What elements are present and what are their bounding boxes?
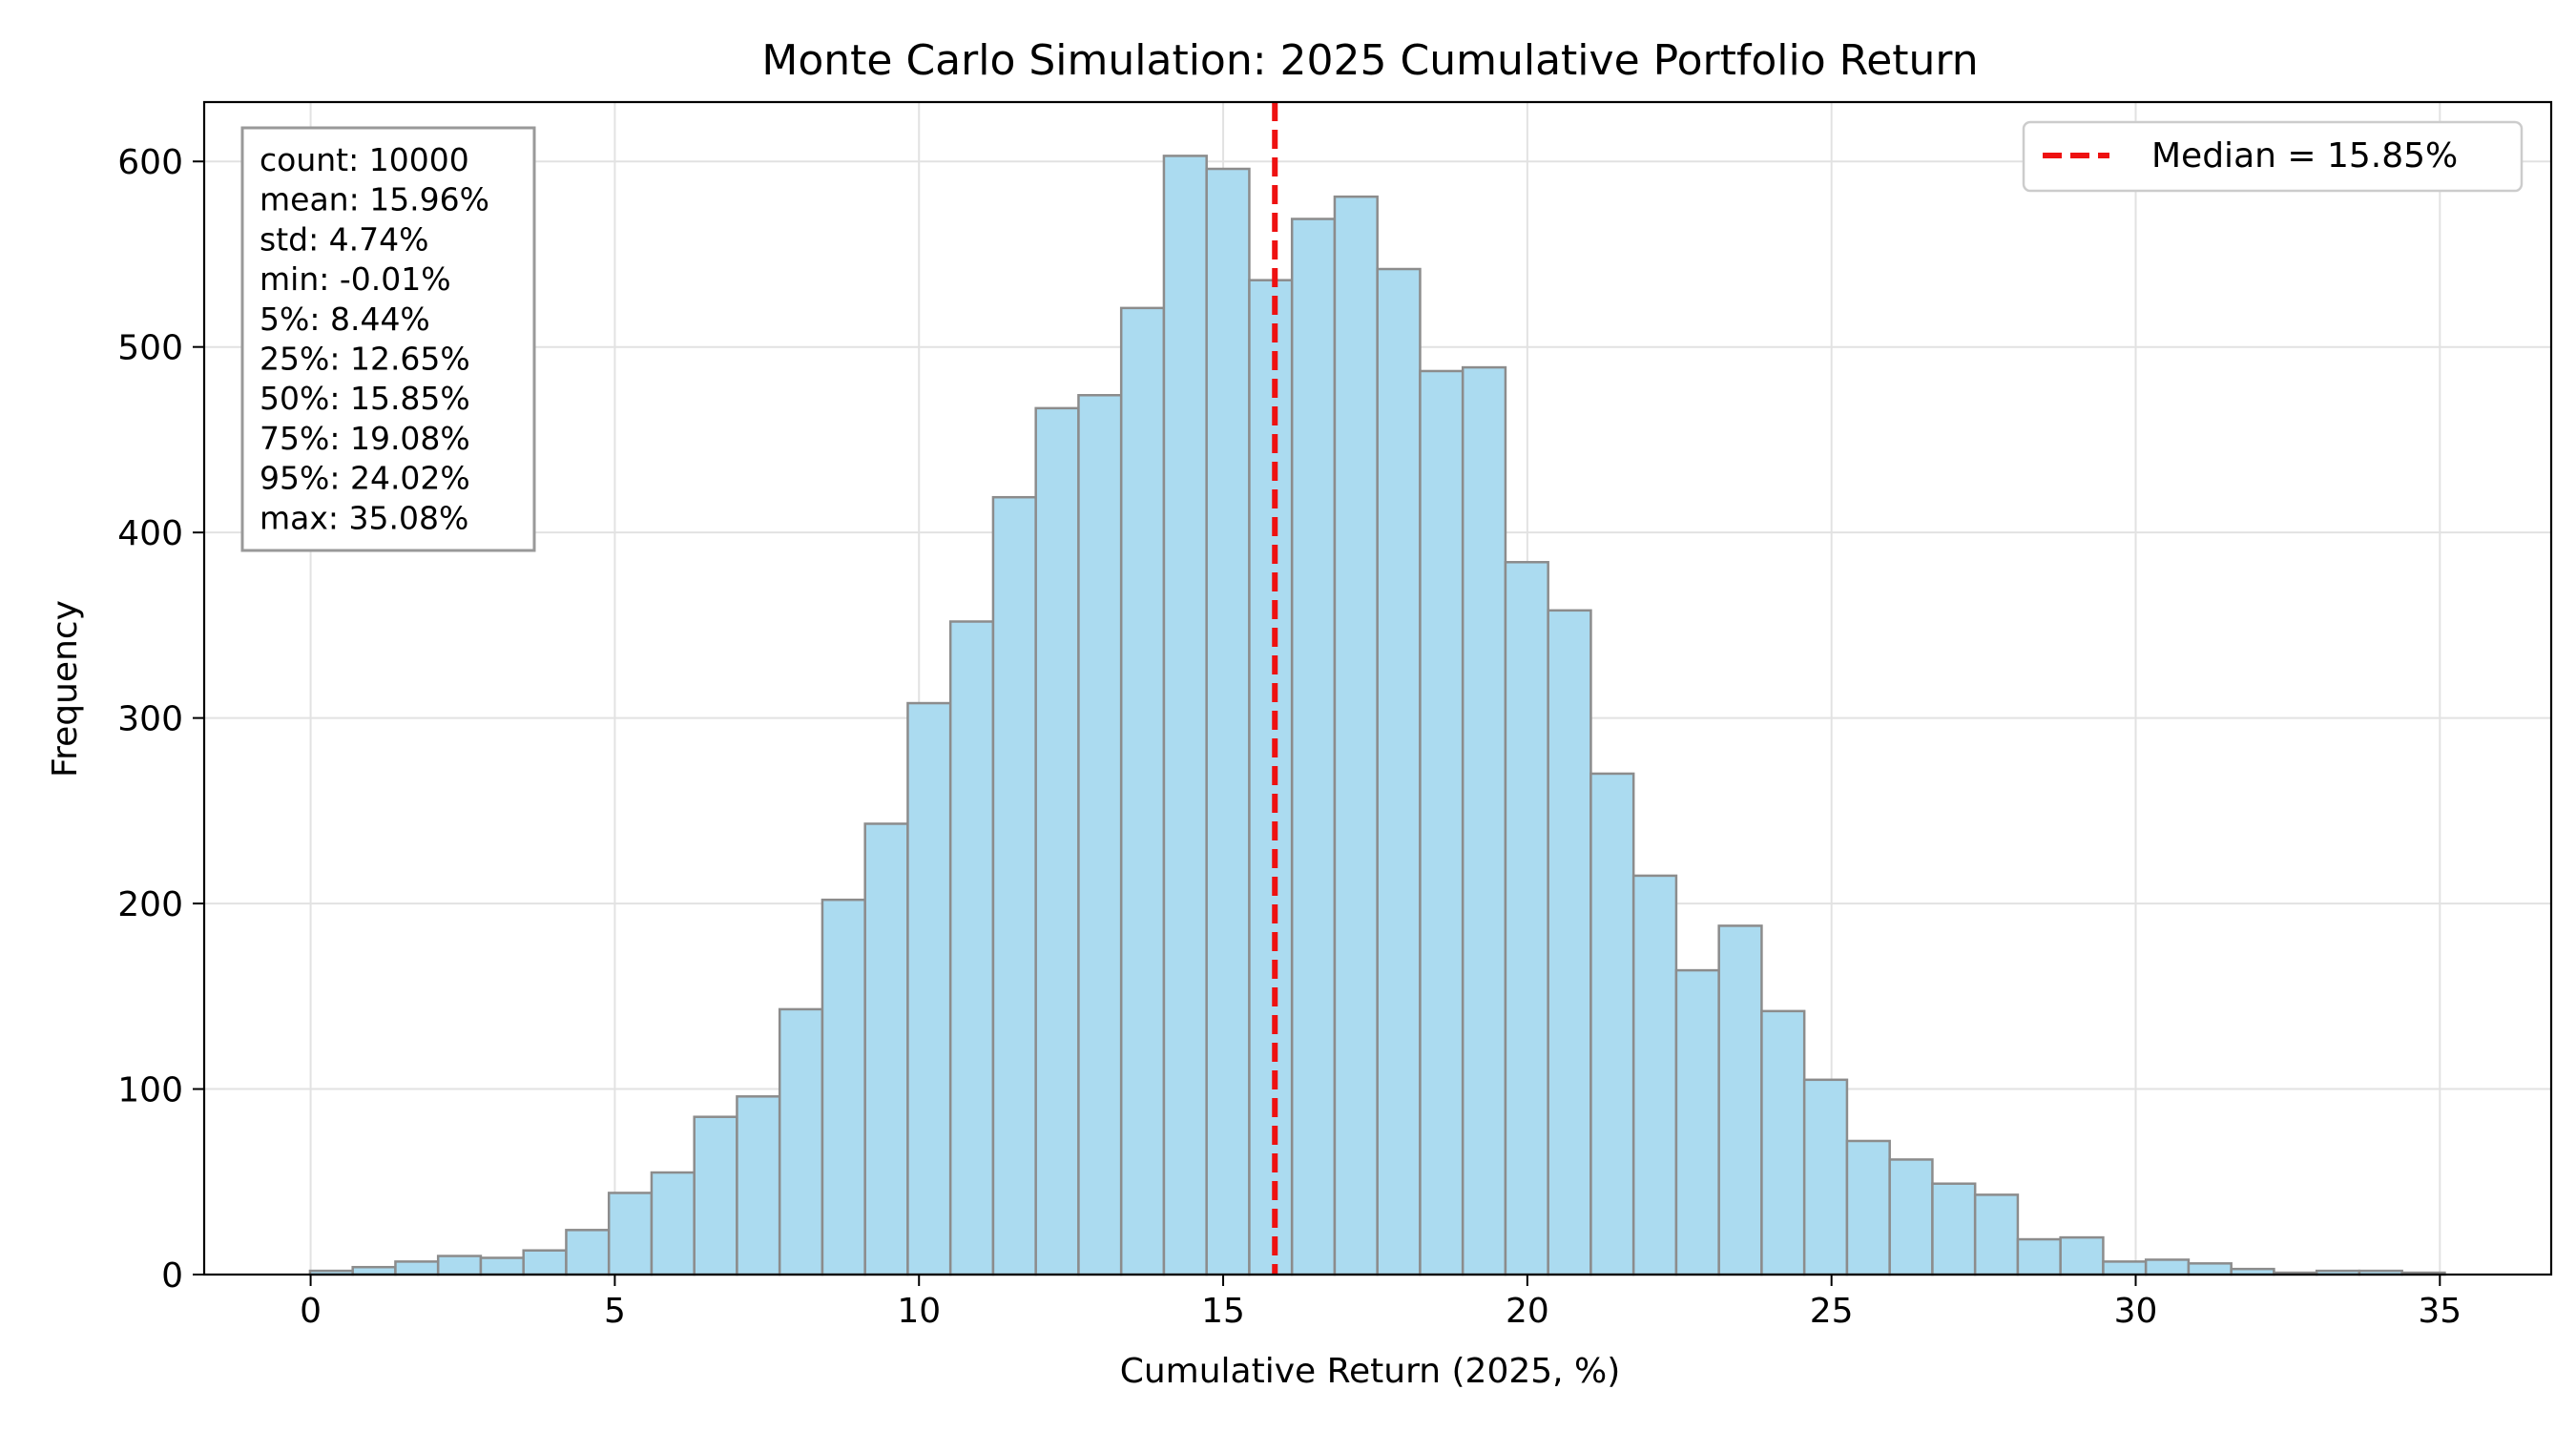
legend: Median = 15.85% — [2022, 120, 2524, 193]
histogram-bar — [1504, 561, 1549, 1276]
histogram-bar — [1248, 279, 1294, 1276]
histogram-bar — [1931, 1182, 1977, 1276]
chart-title: Monte Carlo Simulation: 2025 Cumulative … — [761, 36, 1978, 85]
stats-box-frame — [240, 126, 536, 552]
x-tick-label: 5 — [604, 1292, 626, 1331]
histogram-bar — [1290, 218, 1337, 1276]
y-tick-label: 500 — [117, 329, 183, 368]
histogram-bar — [436, 1255, 483, 1276]
histogram-bar — [821, 898, 866, 1276]
legend-frame — [2022, 120, 2524, 193]
x-tick-label: 10 — [897, 1292, 941, 1331]
x-tick-label: 30 — [2114, 1292, 2158, 1331]
histogram-bar — [1888, 1158, 1934, 1276]
histogram-bar — [2102, 1260, 2148, 1276]
y-tick-label: 400 — [117, 514, 183, 553]
stats-line: count: 10000 — [260, 141, 469, 178]
histogram-bar — [2016, 1237, 2062, 1276]
histogram-bar — [1631, 874, 1678, 1276]
y-tick-label: 0 — [161, 1256, 183, 1296]
histogram-bar — [650, 1171, 696, 1276]
x-tick-label: 15 — [1201, 1292, 1245, 1331]
x-tick-label: 0 — [300, 1292, 322, 1331]
histogram-bar — [948, 620, 995, 1276]
x-tick-label: 35 — [2418, 1292, 2462, 1331]
histogram-bars — [308, 155, 2446, 1276]
histogram-bar — [1077, 394, 1123, 1276]
histogram-bar — [2187, 1262, 2233, 1276]
histogram-bar — [1376, 267, 1422, 1276]
histogram-bar — [1461, 365, 1507, 1276]
histogram-bar — [1845, 1139, 1891, 1276]
y-tick-label: 100 — [117, 1071, 183, 1110]
histogram-bar — [1034, 406, 1080, 1276]
histogram-bar — [1802, 1078, 1849, 1276]
x-axis-label: Cumulative Return (2025, %) — [1120, 1352, 1621, 1391]
stats-line: 75%: 19.08% — [260, 420, 470, 457]
y-axis: 0 100 200 300 400 500 600 — [117, 143, 204, 1296]
y-tick-label: 300 — [117, 700, 183, 739]
stats-line: 50%: 15.85% — [260, 380, 470, 417]
histogram-bar — [736, 1095, 781, 1276]
histogram-bar — [1162, 155, 1208, 1276]
histogram-bar — [607, 1192, 654, 1276]
legend-label: Median = 15.85% — [2151, 136, 2458, 176]
histogram-bar — [1119, 306, 1166, 1276]
histogram-bar — [565, 1229, 611, 1276]
histogram-bar — [693, 1115, 738, 1276]
histogram-bar — [394, 1260, 440, 1276]
histogram-bar — [991, 495, 1037, 1276]
histogram-bar — [522, 1249, 568, 1276]
plot-frame — [202, 100, 2553, 1276]
x-tick-label: 25 — [1810, 1292, 1854, 1331]
stats-line: 5%: 8.44% — [260, 301, 430, 338]
histogram-bar — [2059, 1235, 2105, 1276]
histogram-bar — [2144, 1258, 2191, 1276]
histogram-bar — [863, 822, 909, 1276]
histogram-bar — [1205, 167, 1251, 1276]
histogram-bar — [1717, 924, 1763, 1276]
histogram-bar — [1333, 195, 1379, 1276]
y-axis-label: Frequency — [46, 600, 85, 778]
histogram-bar — [1547, 609, 1592, 1276]
stats-line: 95%: 24.02% — [260, 460, 470, 497]
stats-line: max: 35.08% — [260, 499, 468, 536]
histogram-bar — [1674, 968, 1720, 1276]
y-tick-label: 200 — [117, 885, 183, 924]
histogram-bar — [906, 701, 952, 1276]
stats-line: std: 4.74% — [260, 220, 429, 258]
stats-line: mean: 15.96% — [260, 181, 489, 218]
histogram-bar — [1419, 369, 1465, 1276]
histogram-bar — [1973, 1193, 2020, 1276]
x-axis: 0 5 10 15 20 25 30 35 — [300, 1275, 2462, 1331]
histogram-bar — [351, 1265, 397, 1276]
x-tick-label: 20 — [1506, 1292, 1549, 1331]
stats-line: min: -0.01% — [260, 260, 451, 298]
histogram-bar — [479, 1256, 525, 1276]
histogram-bar — [1589, 772, 1635, 1276]
stats-line: 25%: 12.65% — [260, 341, 470, 378]
histogram-bar — [1760, 1009, 1806, 1276]
histogram-bar — [778, 1007, 824, 1276]
y-tick-label: 600 — [117, 143, 183, 182]
